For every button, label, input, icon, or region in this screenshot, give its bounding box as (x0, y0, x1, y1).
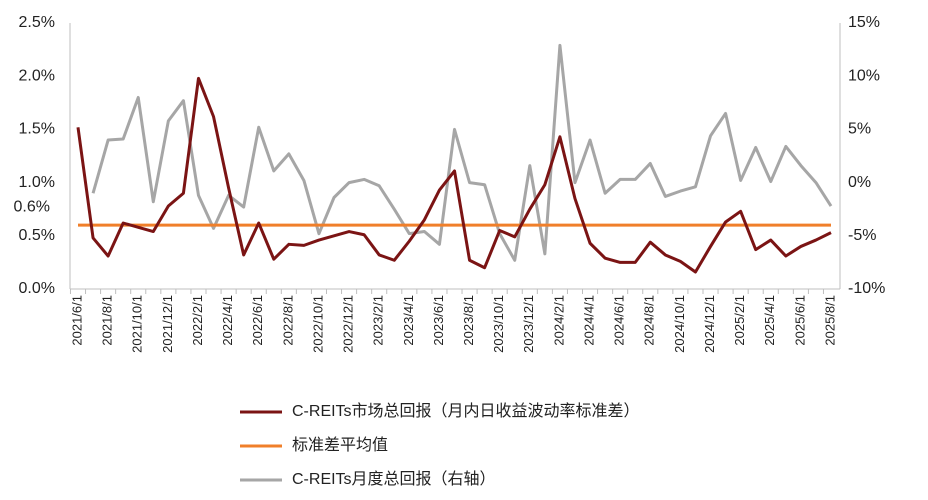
x-tick-label: 2023/2/1 (371, 295, 386, 346)
x-tick-label: 2021/12/1 (160, 295, 175, 353)
y2-tick-label: 15% (848, 14, 880, 31)
x-tick-label: 2025/6/1 (792, 295, 807, 346)
x-tick-label: 2022/6/1 (250, 295, 265, 346)
y2-tick-label: -5% (848, 227, 876, 244)
x-tick-label: 2025/8/1 (822, 295, 837, 346)
x-tick-label: 2024/10/1 (672, 295, 687, 353)
average-label: 0.6% (14, 198, 50, 215)
y2-tick-label: -10% (848, 280, 885, 297)
y2-tick-label: 5% (848, 121, 871, 138)
y-tick-label: 2.0% (19, 67, 55, 84)
x-tick-label: 2021/10/1 (130, 295, 145, 353)
y-tick-label: 2.5% (19, 14, 55, 31)
x-tick-label: 2022/2/1 (190, 295, 205, 346)
y2-tick-label: 10% (848, 67, 880, 84)
x-tick-label: 2023/8/1 (461, 295, 476, 346)
y-tick-label: 0.0% (19, 280, 55, 297)
x-tick-label: 2024/6/1 (612, 295, 627, 346)
x-tick-label: 2021/6/1 (69, 295, 84, 346)
x-tick-label: 2022/4/1 (220, 295, 235, 346)
x-tick-label: 2024/8/1 (642, 295, 657, 346)
y-tick-label: 0.5% (19, 227, 55, 244)
x-tick-label: 2022/12/1 (341, 295, 356, 353)
y-tick-label: 1.5% (19, 121, 55, 138)
x-tick-label: 2023/4/1 (401, 295, 416, 346)
x-tick-label: 2024/4/1 (581, 295, 596, 346)
y-tick-label: 1.0% (19, 174, 55, 191)
x-tick-label: 2022/10/1 (310, 295, 325, 353)
x-tick-label: 2024/2/1 (551, 295, 566, 346)
series-line (91, 43, 833, 262)
legend-label: C-REITs市场总回报（月内日收益波动率标准差） (292, 402, 640, 420)
x-tick-label: 2023/6/1 (431, 295, 446, 346)
x-tick-label: 2024/12/1 (702, 295, 717, 353)
legend-label: 标准差平均值 (292, 436, 388, 454)
x-tick-label: 2022/8/1 (280, 295, 295, 346)
x-tick-label: 2023/10/1 (491, 295, 506, 353)
x-tick-label: 2025/4/1 (762, 295, 777, 346)
x-tick-label: 2021/8/1 (100, 295, 115, 346)
legend-label: C-REITs月度总回报（右轴） (292, 470, 496, 488)
x-tick-label: 2025/2/1 (732, 295, 747, 346)
series-line (76, 76, 832, 274)
x-tick-label: 2023/12/1 (521, 295, 536, 353)
y2-tick-label: 0% (848, 174, 871, 191)
